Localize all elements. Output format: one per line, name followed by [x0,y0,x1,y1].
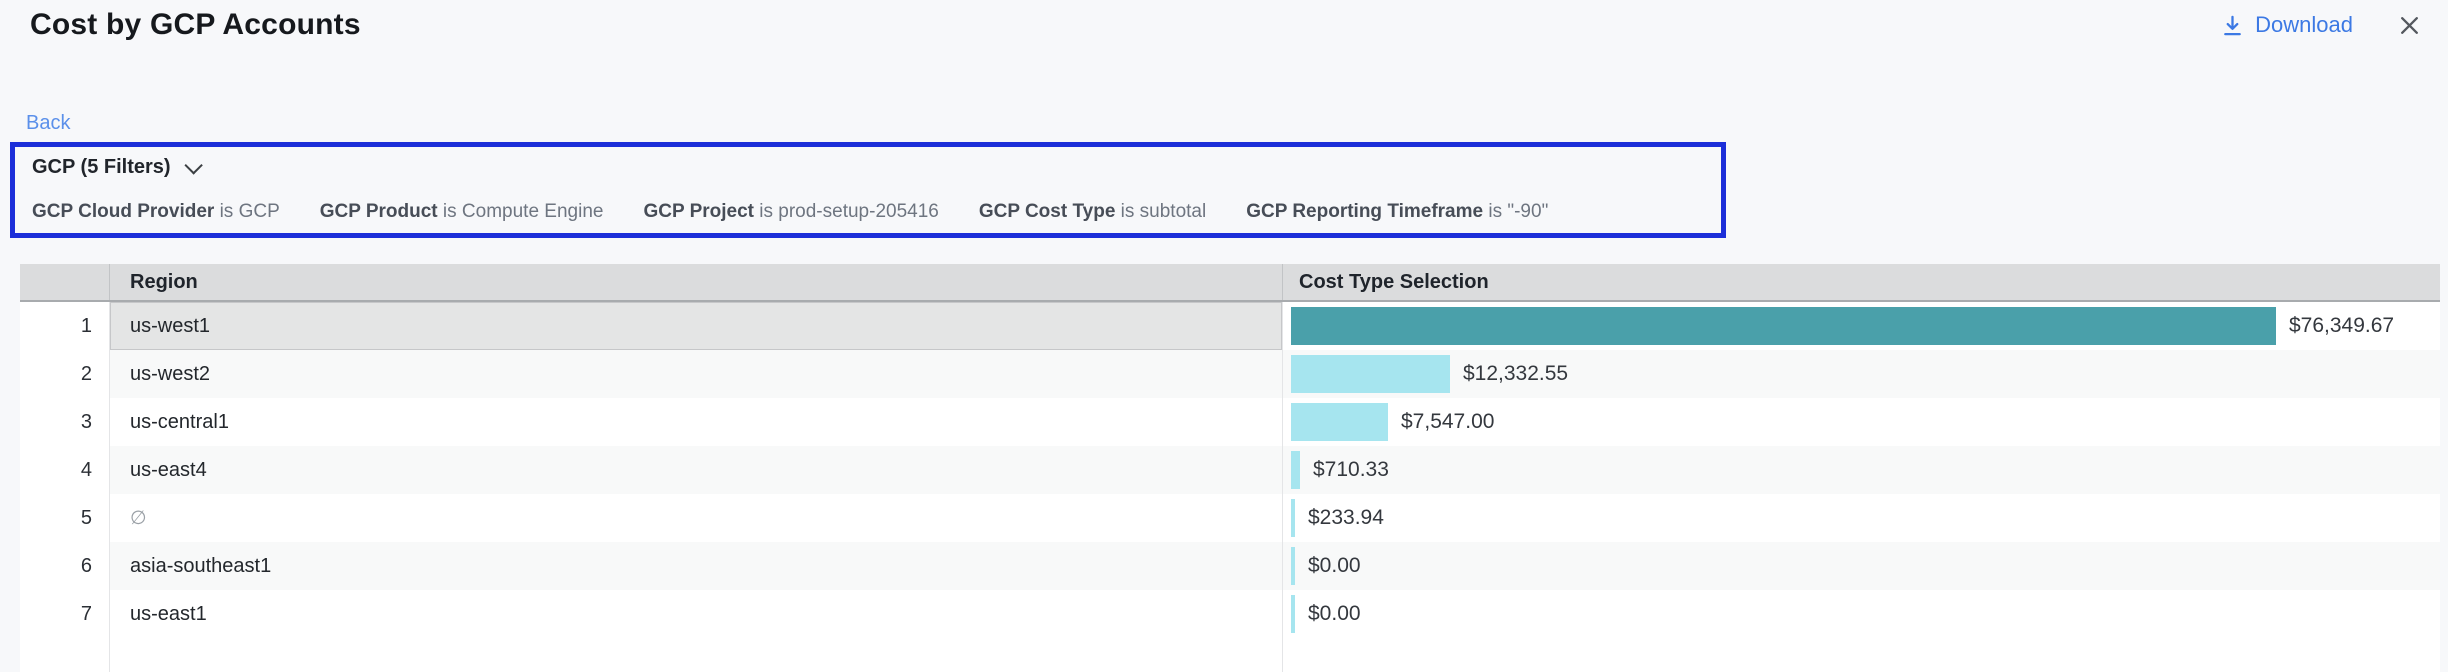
bar-cell: $12,332.55 [1283,350,2440,398]
cost-bar [1291,547,1295,585]
cost-bar [1291,451,1300,489]
close-icon [2397,13,2422,38]
cost-value: $76,349.67 [2289,314,2395,337]
filter-chip: GCP Cost Type is subtotal [978,201,1207,222]
filter-chip: GCP Project is prod-setup-205416 [643,201,939,222]
filler-index-cell [20,638,110,672]
row-index: 7 [20,590,110,638]
filter-summary-label: GCP (5 Filters) [32,156,171,178]
region-cell: ∅ [110,494,1283,542]
table-row[interactable]: 3 us-central1 $7,547.00 [20,398,2440,446]
region-column-header[interactable]: Region [110,264,1283,300]
cost-value: $0.00 [1308,602,1361,625]
table-row[interactable]: 4 us-east4 $710.33 [20,446,2440,494]
row-index: 4 [20,446,110,494]
filter-chip: GCP Cloud Provider is GCP [32,201,280,222]
filter-list: GCP Cloud Provider is GCP GCP Product is … [32,201,1548,223]
filter-chip: GCP Product is Compute Engine [319,201,604,222]
bar-cell: $0.00 [1283,542,2440,590]
filter-chip: GCP Reporting Timeframe is "-90" [1246,201,1549,222]
page-title: Cost by GCP Accounts [30,8,361,41]
bar-cell: $0.00 [1283,590,2440,638]
bar-cell: $7,547.00 [1283,398,2440,446]
bar-cell: $710.33 [1283,446,2440,494]
cost-value: $0.00 [1308,554,1361,577]
download-button[interactable]: Download [2221,12,2353,38]
region-cell: us-east4 [110,446,1283,494]
row-index: 5 [20,494,110,542]
cost-value: $233.94 [1308,506,1384,529]
table-header: Region Cost Type Selection [20,264,2440,302]
table-filler-row [20,638,2440,672]
download-icon [2221,14,2244,37]
row-index: 2 [20,350,110,398]
region-cell: us-east1 [110,590,1283,638]
cost-bar [1291,499,1295,537]
filter-summary-toggle[interactable]: GCP (5 Filters) [32,156,203,179]
cost-bar [1291,355,1450,393]
table-body: 1 us-west1 $76,349.67 2 us-west2 $12,332.55 3 u… [20,302,2440,638]
chevron-down-icon [183,156,203,175]
cost-table: Region Cost Type Selection 1 us-west1 $76,… [20,264,2440,672]
index-column-header [20,264,110,300]
cost-bar [1291,403,1388,441]
table-row[interactable]: 2 us-west2 $12,332.55 [20,350,2440,398]
region-cell: us-central1 [110,398,1283,446]
top-actions: Download [2221,12,2422,38]
bar-cell: $76,349.67 [1283,302,2440,350]
cost-value: $710.33 [1313,458,1389,481]
filter-panel-highlight: GCP (5 Filters) GCP Cloud Provider is GC… [10,142,1726,238]
filler-region-cell [110,638,1283,672]
close-button[interactable] [2397,13,2422,38]
region-cell: asia-southeast1 [110,542,1283,590]
cost-bar [1291,307,2276,345]
cost-bar [1291,595,1295,633]
download-label: Download [2255,12,2353,37]
row-index: 6 [20,542,110,590]
back-link[interactable]: Back [26,112,71,134]
row-index: 3 [20,398,110,446]
table-row[interactable]: 6 asia-southeast1 $0.00 [20,542,2440,590]
row-index: 1 [20,302,110,350]
cost-column-header[interactable]: Cost Type Selection [1299,270,1489,293]
region-cell: us-west1 [110,302,1283,350]
cost-value: $12,332.55 [1463,362,1569,385]
cost-value: $7,547.00 [1401,410,1495,433]
bar-cell: $233.94 [1283,494,2440,542]
table-row[interactable]: 5 ∅ $233.94 [20,494,2440,542]
table-row[interactable]: 7 us-east1 $0.00 [20,590,2440,638]
table-row[interactable]: 1 us-west1 $76,349.67 [20,302,2440,350]
region-cell: us-west2 [110,350,1283,398]
